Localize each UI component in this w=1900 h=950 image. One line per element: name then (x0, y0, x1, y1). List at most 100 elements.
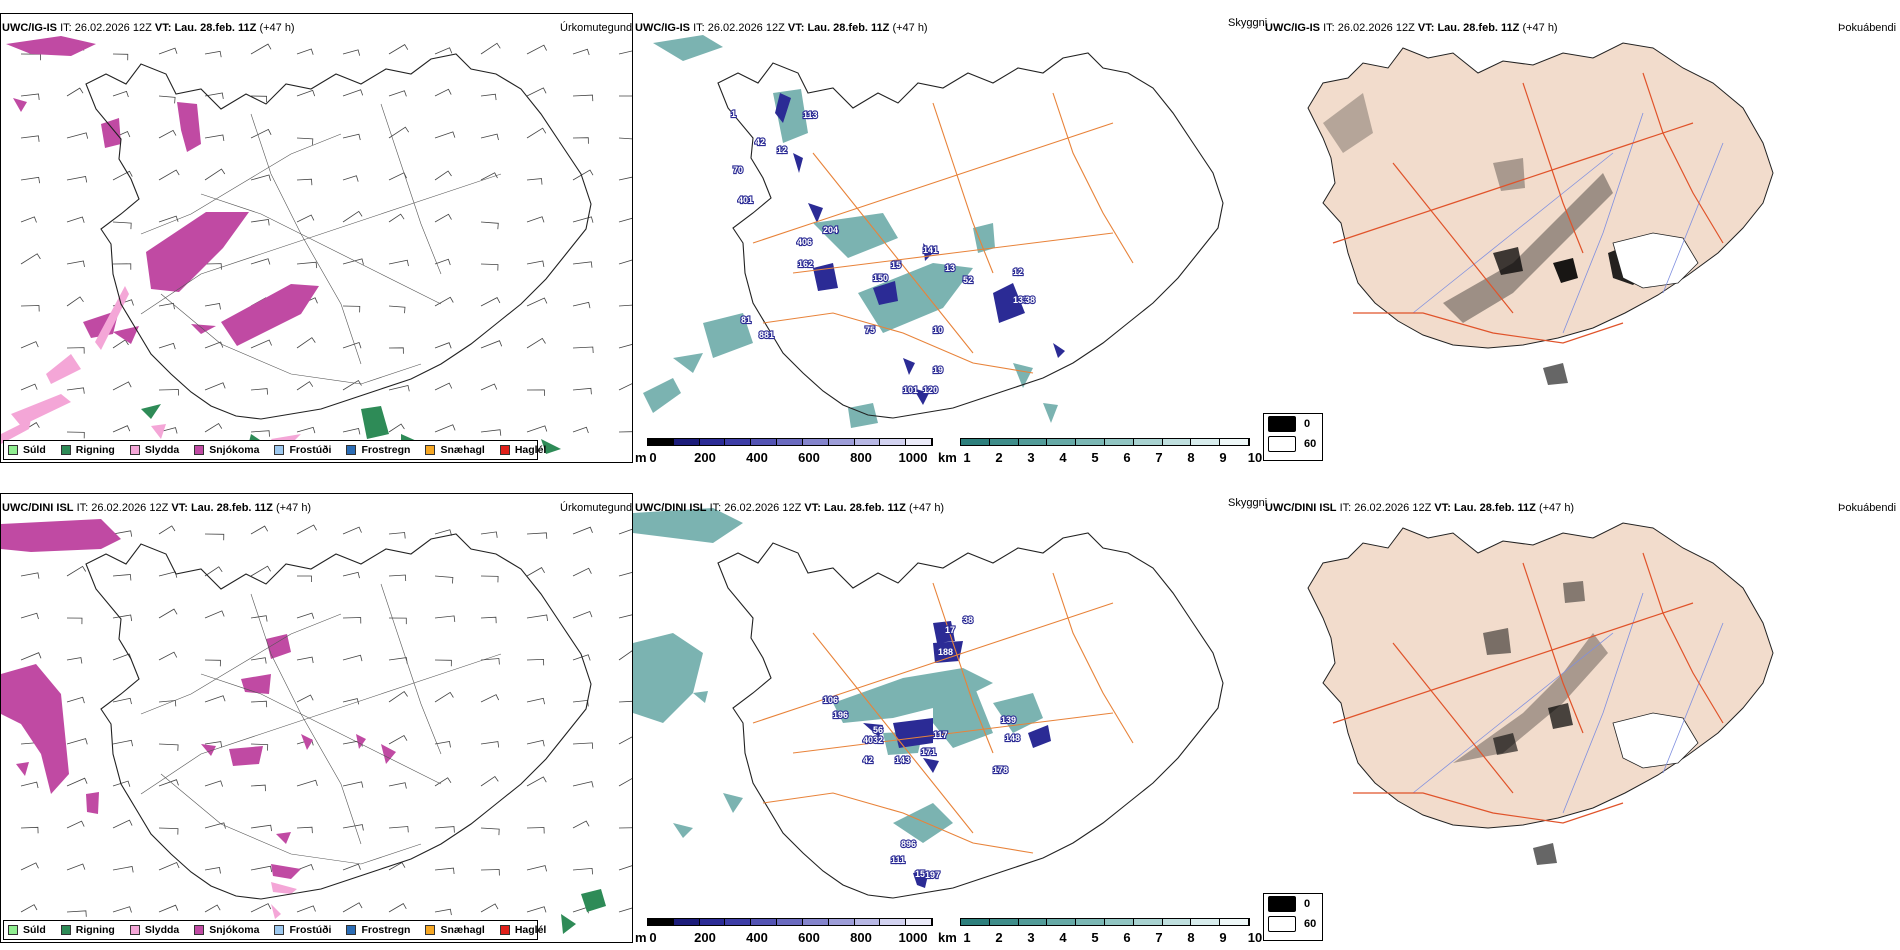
colorbar-step (1104, 439, 1134, 445)
fog-index-legend-bottom: 0 60 (1263, 893, 1323, 941)
legend-item: Snæhagl (425, 924, 485, 936)
colorbar-step (1076, 439, 1105, 445)
colorbar-tick: 2 (995, 450, 1003, 465)
wind-barb (526, 906, 547, 913)
wind-barb (158, 525, 176, 535)
wind-barb (297, 575, 312, 583)
wind-barb (572, 610, 593, 619)
wind-barb (526, 865, 547, 872)
wind-barb (388, 423, 405, 433)
wind-barb (434, 88, 452, 97)
ceiling-areas (775, 93, 1065, 405)
wind-barb (250, 743, 269, 751)
wind-barb (434, 170, 452, 181)
ceiling-label: 120 (923, 385, 938, 395)
colorbar-step (648, 439, 674, 445)
wind-barb (388, 574, 407, 582)
ceiling-label: 32 (873, 735, 883, 745)
wind-barb (296, 524, 317, 535)
wind-barb (112, 780, 131, 787)
ceiling-label: 188 (938, 647, 953, 657)
legend-item: Slydda (129, 924, 180, 936)
header-top-3: UWC/IG-IS IT: 26.02.2026 12Z VT: Lau. 28… (1265, 22, 1558, 34)
visibility-area (643, 35, 1058, 428)
ceiling-label: 38 (963, 615, 973, 625)
wind-barb (204, 382, 226, 391)
ceiling-label: 178 (993, 765, 1008, 775)
colorbar-tick: 600 (798, 930, 820, 945)
road-network (752, 92, 1134, 374)
wind-barb (66, 696, 85, 704)
wind-barb (342, 428, 361, 435)
road-network (1332, 72, 1724, 344)
wind-barb (480, 340, 503, 349)
ceiling-label: 10 (933, 325, 943, 335)
wind-barb (296, 905, 316, 913)
iceland-coastline (717, 52, 1224, 419)
wind-barb (66, 657, 83, 664)
header-bottom-1: UWC/DINI ISL IT: 26.02.2026 12Z VT: Lau.… (2, 502, 312, 514)
wind-barb (204, 659, 221, 667)
colorbar-step (1018, 439, 1048, 445)
ceiling-label: 38 (1025, 295, 1035, 305)
wind-barb (112, 614, 133, 622)
wind-barb (112, 530, 133, 537)
colorbar-step (1162, 919, 1192, 925)
colorbar-step (1104, 919, 1134, 925)
colorbar-tick: 2 (995, 930, 1003, 945)
wind-barb (20, 53, 41, 61)
wind-barb (250, 388, 268, 395)
wind-barb (250, 258, 271, 265)
wind-barb (618, 778, 632, 787)
colorbar-step (906, 919, 932, 925)
legend-label: Slydda (144, 924, 180, 936)
wind-barb (480, 869, 500, 876)
legend-label: Frostúði (289, 444, 332, 456)
visibility-panel-top: 113 1 42 12 70 401 204 406 162 150 15 141 13 12 81 75 13… (633, 13, 1263, 465)
legend-swatch (425, 445, 436, 455)
ceiling-label: 15 (891, 260, 901, 270)
wind-barb (66, 176, 88, 183)
legend-swatch (194, 925, 205, 935)
colorbar-step (880, 919, 907, 925)
colorbar-tick: 1000 (898, 450, 928, 465)
wind-barb (572, 781, 594, 788)
wind-barb (526, 44, 547, 55)
colorbar-step (1220, 439, 1249, 445)
fog-legend-label: 60 (1304, 438, 1317, 450)
wind-barb (204, 822, 226, 829)
colorbar-step (854, 439, 881, 445)
colorbar-step (828, 439, 855, 445)
ceiling-label: 101 (903, 385, 918, 395)
ceiling-label: 117 (933, 730, 948, 740)
wind-barb (480, 383, 498, 391)
wind-barb (526, 337, 546, 349)
ceiling-label: 196 (833, 710, 848, 720)
colorbar-unit: m (635, 930, 647, 945)
fog-legend-label: 0 (1304, 418, 1311, 430)
fog-legend-swatch (1268, 916, 1296, 932)
wind-barb (342, 341, 362, 349)
ceiling-label: 15 (915, 869, 925, 879)
wind-barb (618, 700, 632, 703)
colorbar-tick: 800 (850, 930, 872, 945)
colorbar-tick: 0 (649, 930, 657, 945)
wind-barb (526, 614, 548, 622)
wind-barb (250, 43, 272, 55)
legend-label: Rigning (75, 924, 115, 936)
wind-barb (250, 865, 273, 873)
wind-barb (204, 695, 226, 703)
land-area (1307, 42, 1774, 349)
ceiling-colorbar-bottom: m 0 200 400 600 800 1000 (635, 918, 935, 946)
wind-barb (434, 529, 452, 536)
wind-barb (526, 87, 547, 97)
wind-barb (342, 305, 361, 313)
legend-item: Slydda (129, 444, 179, 456)
colorbar-step (1162, 439, 1192, 445)
wind-barb (66, 296, 84, 307)
wind-barb (112, 90, 129, 98)
legend-item: Rigning (60, 444, 115, 456)
